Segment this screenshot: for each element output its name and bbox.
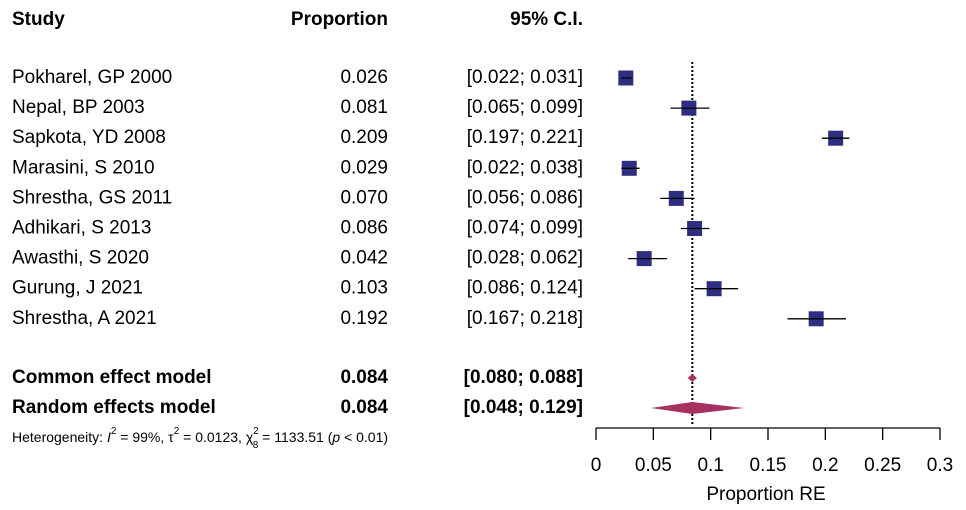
summary-proportion: 0.084 bbox=[340, 397, 388, 418]
summary-diamond bbox=[651, 402, 744, 414]
x-tick-label: 0 bbox=[591, 455, 602, 476]
ci-label: [0.065; 0.099] bbox=[467, 97, 583, 118]
summary-ci-label: [0.048; 0.129] bbox=[464, 397, 583, 418]
ci-label: [0.074; 0.099] bbox=[467, 218, 583, 239]
study-name: Gurung, J 2021 bbox=[12, 278, 143, 299]
proportion: 0.070 bbox=[340, 187, 388, 208]
summary-ci-label: [0.080; 0.088] bbox=[464, 367, 583, 388]
ci-label: [0.086; 0.124] bbox=[467, 278, 583, 299]
ci-label: [0.028; 0.062] bbox=[467, 248, 583, 269]
heterogeneity-part: = 0.0123, χ bbox=[179, 429, 254, 445]
study-name: Awasthi, S 2020 bbox=[12, 248, 149, 269]
ci-label: [0.022; 0.031] bbox=[467, 67, 583, 88]
header-ci: 95% C.I. bbox=[510, 9, 583, 30]
proportion: 0.026 bbox=[340, 67, 388, 88]
heterogeneity-part: 8 bbox=[253, 440, 259, 451]
proportion: 0.103 bbox=[340, 278, 388, 299]
proportion: 0.086 bbox=[340, 218, 388, 239]
summary-proportion: 0.084 bbox=[340, 367, 388, 388]
x-axis-label: Proportion RE bbox=[706, 484, 825, 505]
ci-label: [0.056; 0.086] bbox=[467, 187, 583, 208]
summary-name: Common effect model bbox=[12, 367, 212, 388]
heterogeneity-part: = 99%, τ bbox=[116, 429, 174, 445]
x-tick-label: 0.1 bbox=[697, 455, 723, 476]
ci-label: [0.197; 0.221] bbox=[467, 127, 583, 148]
study-name: Adhikari, S 2013 bbox=[12, 218, 151, 239]
header-proportion: Proportion bbox=[291, 9, 388, 30]
heterogeneity-part: I bbox=[107, 429, 111, 445]
header-study: Study bbox=[12, 9, 65, 30]
heterogeneity-part: 2 bbox=[111, 426, 117, 437]
proportion: 0.192 bbox=[340, 308, 388, 329]
x-tick-label: 0.25 bbox=[864, 455, 901, 476]
heterogeneity-part: = 1133.51 ( bbox=[258, 429, 332, 445]
x-tick-label: 0.15 bbox=[750, 455, 787, 476]
proportion: 0.042 bbox=[340, 248, 388, 269]
heterogeneity-part: 2 bbox=[174, 426, 180, 437]
proportion: 0.029 bbox=[340, 157, 388, 178]
proportion: 0.081 bbox=[340, 97, 388, 118]
study-name: Pokharel, GP 2000 bbox=[12, 67, 172, 88]
study-name: Sapkota, YD 2008 bbox=[12, 127, 166, 148]
heterogeneity-part: p bbox=[331, 429, 340, 445]
study-name: Nepal, BP 2003 bbox=[12, 97, 145, 118]
summary-name: Random effects model bbox=[12, 397, 216, 418]
x-tick-label: 0.2 bbox=[812, 455, 838, 476]
study-name: Shrestha, A 2021 bbox=[12, 308, 157, 329]
heterogeneity-part: < 0.01) bbox=[340, 429, 388, 445]
heterogeneity-part: 2 bbox=[253, 426, 259, 437]
ci-label: [0.167; 0.218] bbox=[467, 308, 583, 329]
heterogeneity: Heterogeneity: I2 = 99%, τ2 = 0.0123, χ2… bbox=[12, 426, 388, 451]
x-tick-label: 0.3 bbox=[927, 455, 953, 476]
x-tick-label: 0.05 bbox=[635, 455, 672, 476]
study-name: Shrestha, GS 2011 bbox=[12, 187, 172, 208]
study-name: Marasini, S 2010 bbox=[12, 157, 155, 178]
summary-diamond bbox=[687, 374, 697, 382]
proportion: 0.209 bbox=[340, 127, 388, 148]
ci-label: [0.022; 0.038] bbox=[467, 157, 583, 178]
heterogeneity-part: Heterogeneity: bbox=[12, 429, 107, 445]
